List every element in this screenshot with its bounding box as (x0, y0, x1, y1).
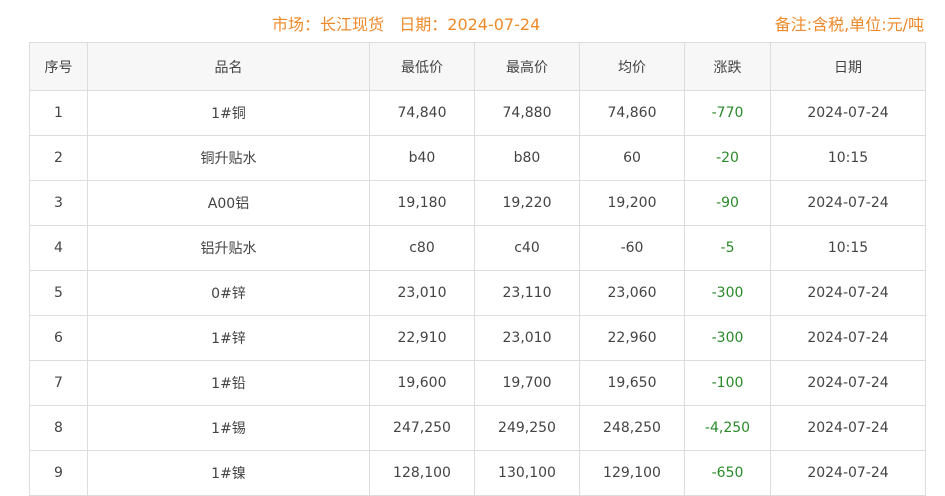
cell-low: 128,100 (369, 450, 475, 496)
cell-index: 9 (29, 450, 88, 496)
cell-low: b40 (369, 135, 475, 181)
cell-high: 19,220 (474, 180, 580, 226)
cell-name: 1#锡 (87, 405, 370, 451)
cell-index: 4 (29, 225, 88, 271)
cell-high: 19,700 (474, 360, 580, 406)
cell-high: 23,010 (474, 315, 580, 361)
cell-change: -5 (684, 225, 771, 271)
cell-high: 23,110 (474, 270, 580, 316)
cell-index: 2 (29, 135, 88, 181)
cell-name: 铝升贴水 (87, 225, 370, 271)
table-row: 6 1#锌 22,910 23,010 22,960 -300 2024-07-24 (29, 315, 926, 361)
unit-note: 备注:含税,单位:元/吨 (774, 15, 924, 34)
cell-date: 2024-07-24 (770, 450, 926, 496)
cell-avg: 248,250 (579, 405, 685, 451)
cell-change: -4,250 (684, 405, 771, 451)
cell-low: c80 (369, 225, 475, 271)
cell-high: 249,250 (474, 405, 580, 451)
cell-index: 1 (29, 90, 88, 136)
col-index: 序号 (29, 42, 88, 91)
cell-change: -100 (684, 360, 771, 406)
table-row: 8 1#锡 247,250 249,250 248,250 -4,250 2024-07-2… (29, 405, 926, 451)
col-change: 涨跌 (684, 42, 771, 91)
cell-change: -90 (684, 180, 771, 226)
cell-avg: 74,860 (579, 90, 685, 136)
header: 市场：长江现货 日期：2024-07-24 备注:含税,单位:元/吨 (0, 0, 945, 42)
cell-name: 1#镍 (87, 450, 370, 496)
cell-avg: 60 (579, 135, 685, 181)
col-name: 品名 (87, 42, 370, 91)
cell-high: b80 (474, 135, 580, 181)
cell-high: 130,100 (474, 450, 580, 496)
cell-avg: 129,100 (579, 450, 685, 496)
col-avg: 均价 (579, 42, 685, 91)
cell-change: -650 (684, 450, 771, 496)
cell-low: 23,010 (369, 270, 475, 316)
cell-avg: 19,650 (579, 360, 685, 406)
col-date: 日期 (770, 42, 926, 91)
table-row: 9 1#镍 128,100 130,100 129,100 -650 2024-07-24 (29, 450, 926, 496)
cell-avg: 22,960 (579, 315, 685, 361)
cell-name: 铜升贴水 (87, 135, 370, 181)
table-row: 3 A00铝 19,180 19,220 19,200 -90 2024-07-24 (29, 180, 926, 226)
cell-avg: 23,060 (579, 270, 685, 316)
cell-index: 3 (29, 180, 88, 226)
cell-name: 0#锌 (87, 270, 370, 316)
cell-change: -20 (684, 135, 771, 181)
cell-date: 2024-07-24 (770, 90, 926, 136)
table-row: 4 铝升贴水 c80 c40 -60 -5 10:15 (29, 225, 926, 271)
cell-low: 74,840 (369, 90, 475, 136)
cell-date: 10:15 (770, 225, 926, 271)
col-low: 最低价 (369, 42, 475, 91)
cell-name: 1#锌 (87, 315, 370, 361)
cell-index: 8 (29, 405, 88, 451)
cell-low: 19,600 (369, 360, 475, 406)
cell-high: c40 (474, 225, 580, 271)
cell-avg: -60 (579, 225, 685, 271)
cell-date: 2024-07-24 (770, 180, 926, 226)
market-title: 市场：长江现货 日期：2024-07-24 (272, 15, 541, 34)
table-row: 1 1#铜 74,840 74,880 74,860 -770 2024-07-24 (29, 90, 926, 136)
table-row: 2 铜升贴水 b40 b80 60 -20 10:15 (29, 135, 926, 181)
cell-low: 19,180 (369, 180, 475, 226)
cell-name: 1#铅 (87, 360, 370, 406)
cell-low: 247,250 (369, 405, 475, 451)
cell-low: 22,910 (369, 315, 475, 361)
cell-index: 7 (29, 360, 88, 406)
cell-avg: 19,200 (579, 180, 685, 226)
header-row: 序号 品名 最低价 最高价 均价 涨跌 日期 (29, 42, 926, 91)
cell-name: A00铝 (87, 180, 370, 226)
cell-change: -300 (684, 315, 771, 361)
table-row: 5 0#锌 23,010 23,110 23,060 -300 2024-07-24 (29, 270, 926, 316)
cell-change: -300 (684, 270, 771, 316)
cell-high: 74,880 (474, 90, 580, 136)
cell-date: 2024-07-24 (770, 405, 926, 451)
cell-date: 2024-07-24 (770, 315, 926, 361)
cell-name: 1#铜 (87, 90, 370, 136)
cell-date: 10:15 (770, 135, 926, 181)
table-row: 7 1#铅 19,600 19,700 19,650 -100 2024-07-24 (29, 360, 926, 406)
cell-date: 2024-07-24 (770, 360, 926, 406)
cell-change: -770 (684, 90, 771, 136)
cell-index: 6 (29, 315, 88, 361)
cell-date: 2024-07-24 (770, 270, 926, 316)
price-table: 序号 品名 最低价 最高价 均价 涨跌 日期 1 1#铜 74,840 74,880 7… (29, 42, 926, 496)
col-high: 最高价 (474, 42, 580, 91)
cell-index: 5 (29, 270, 88, 316)
